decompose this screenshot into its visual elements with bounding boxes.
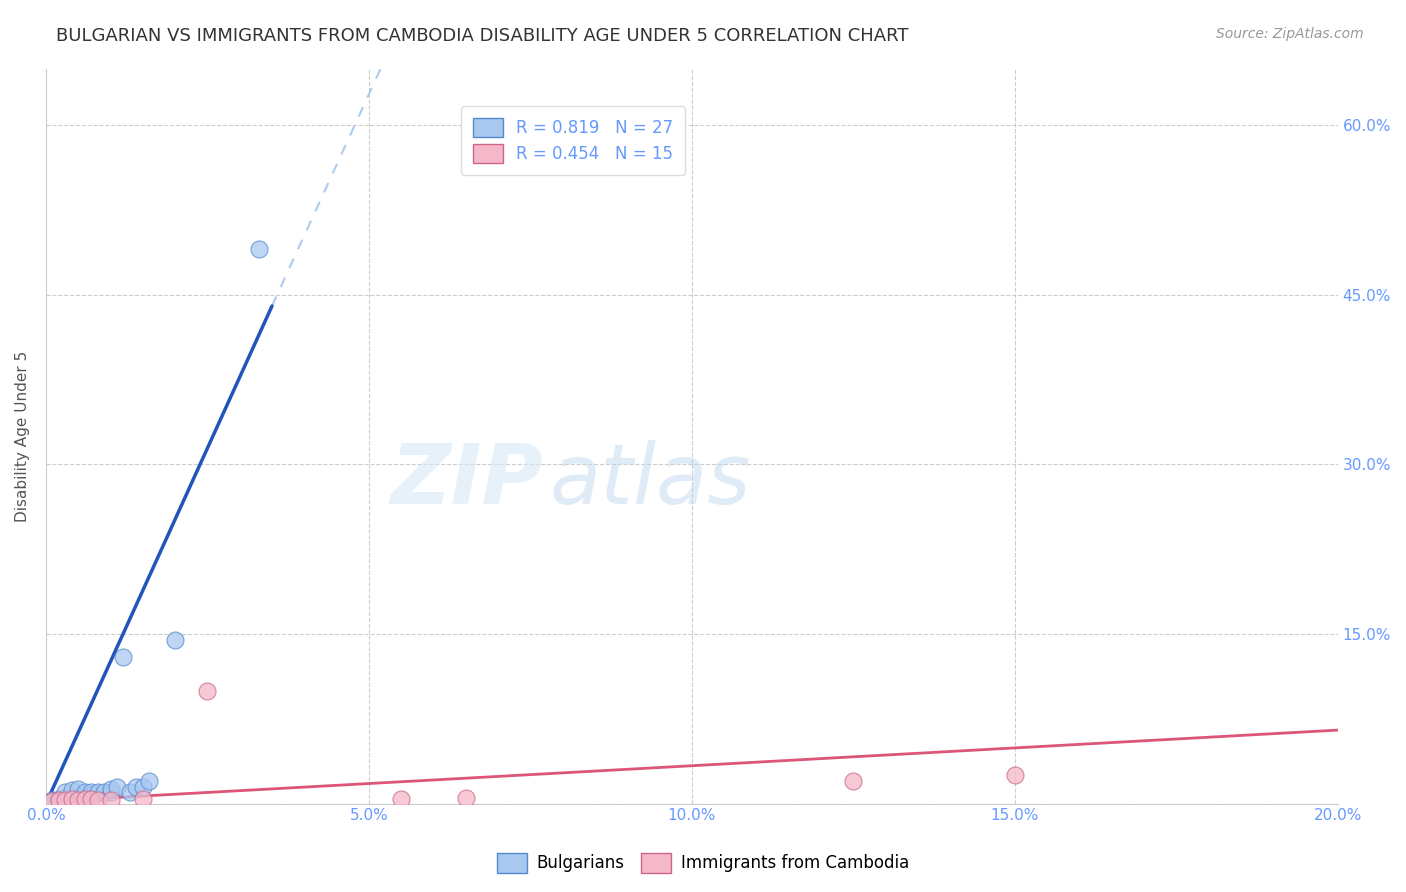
Point (48, 793, 70, 807)
Point (53, 794, 76, 808)
Point (389, 792, 412, 806)
Point (247, 243, 270, 257)
Point (100, 781, 122, 796)
Point (53, 793, 76, 807)
Point (80, 785, 103, 799)
Point (132, 780, 155, 794)
Point (41, 794, 63, 808)
Point (132, 792, 155, 806)
Point (80, 792, 103, 806)
Point (80, 788, 103, 802)
Y-axis label: Disability Age Under 5: Disability Age Under 5 (15, 351, 30, 522)
Text: atlas: atlas (550, 440, 751, 521)
Point (105, 780, 128, 794)
Point (454, 791, 477, 805)
Point (41, 794, 63, 808)
Point (86, 785, 108, 799)
Legend: R = 0.819   N = 27, R = 0.454   N = 15: R = 0.819 N = 27, R = 0.454 N = 15 (461, 106, 685, 175)
Point (67, 791, 90, 805)
Point (60, 792, 83, 806)
Text: BULGARIAN VS IMMIGRANTS FROM CAMBODIA DISABILITY AGE UNDER 5 CORRELATION CHART: BULGARIAN VS IMMIGRANTS FROM CAMBODIA DI… (56, 27, 908, 45)
Point (165, 632, 187, 647)
Point (60, 783, 83, 797)
Point (67, 793, 90, 807)
Point (118, 785, 141, 799)
Point (73, 792, 96, 806)
Point (73, 791, 96, 805)
Point (53, 791, 76, 805)
Point (1004, 768, 1026, 782)
Point (197, 683, 219, 698)
Point (67, 781, 90, 796)
Point (53, 785, 76, 799)
Point (41, 793, 63, 807)
Point (60, 792, 83, 806)
Legend: Bulgarians, Immigrants from Cambodia: Bulgarians, Immigrants from Cambodia (489, 847, 917, 880)
Point (100, 793, 122, 807)
Point (138, 774, 160, 789)
Point (112, 649, 135, 664)
Point (73, 785, 96, 799)
Point (842, 774, 865, 789)
Point (100, 785, 122, 799)
Point (125, 780, 148, 794)
Point (86, 793, 108, 807)
Point (48, 792, 70, 806)
Text: ZIP: ZIP (391, 440, 543, 521)
Point (48, 793, 70, 807)
Point (93, 785, 115, 799)
Text: Source: ZipAtlas.com: Source: ZipAtlas.com (1216, 27, 1364, 41)
